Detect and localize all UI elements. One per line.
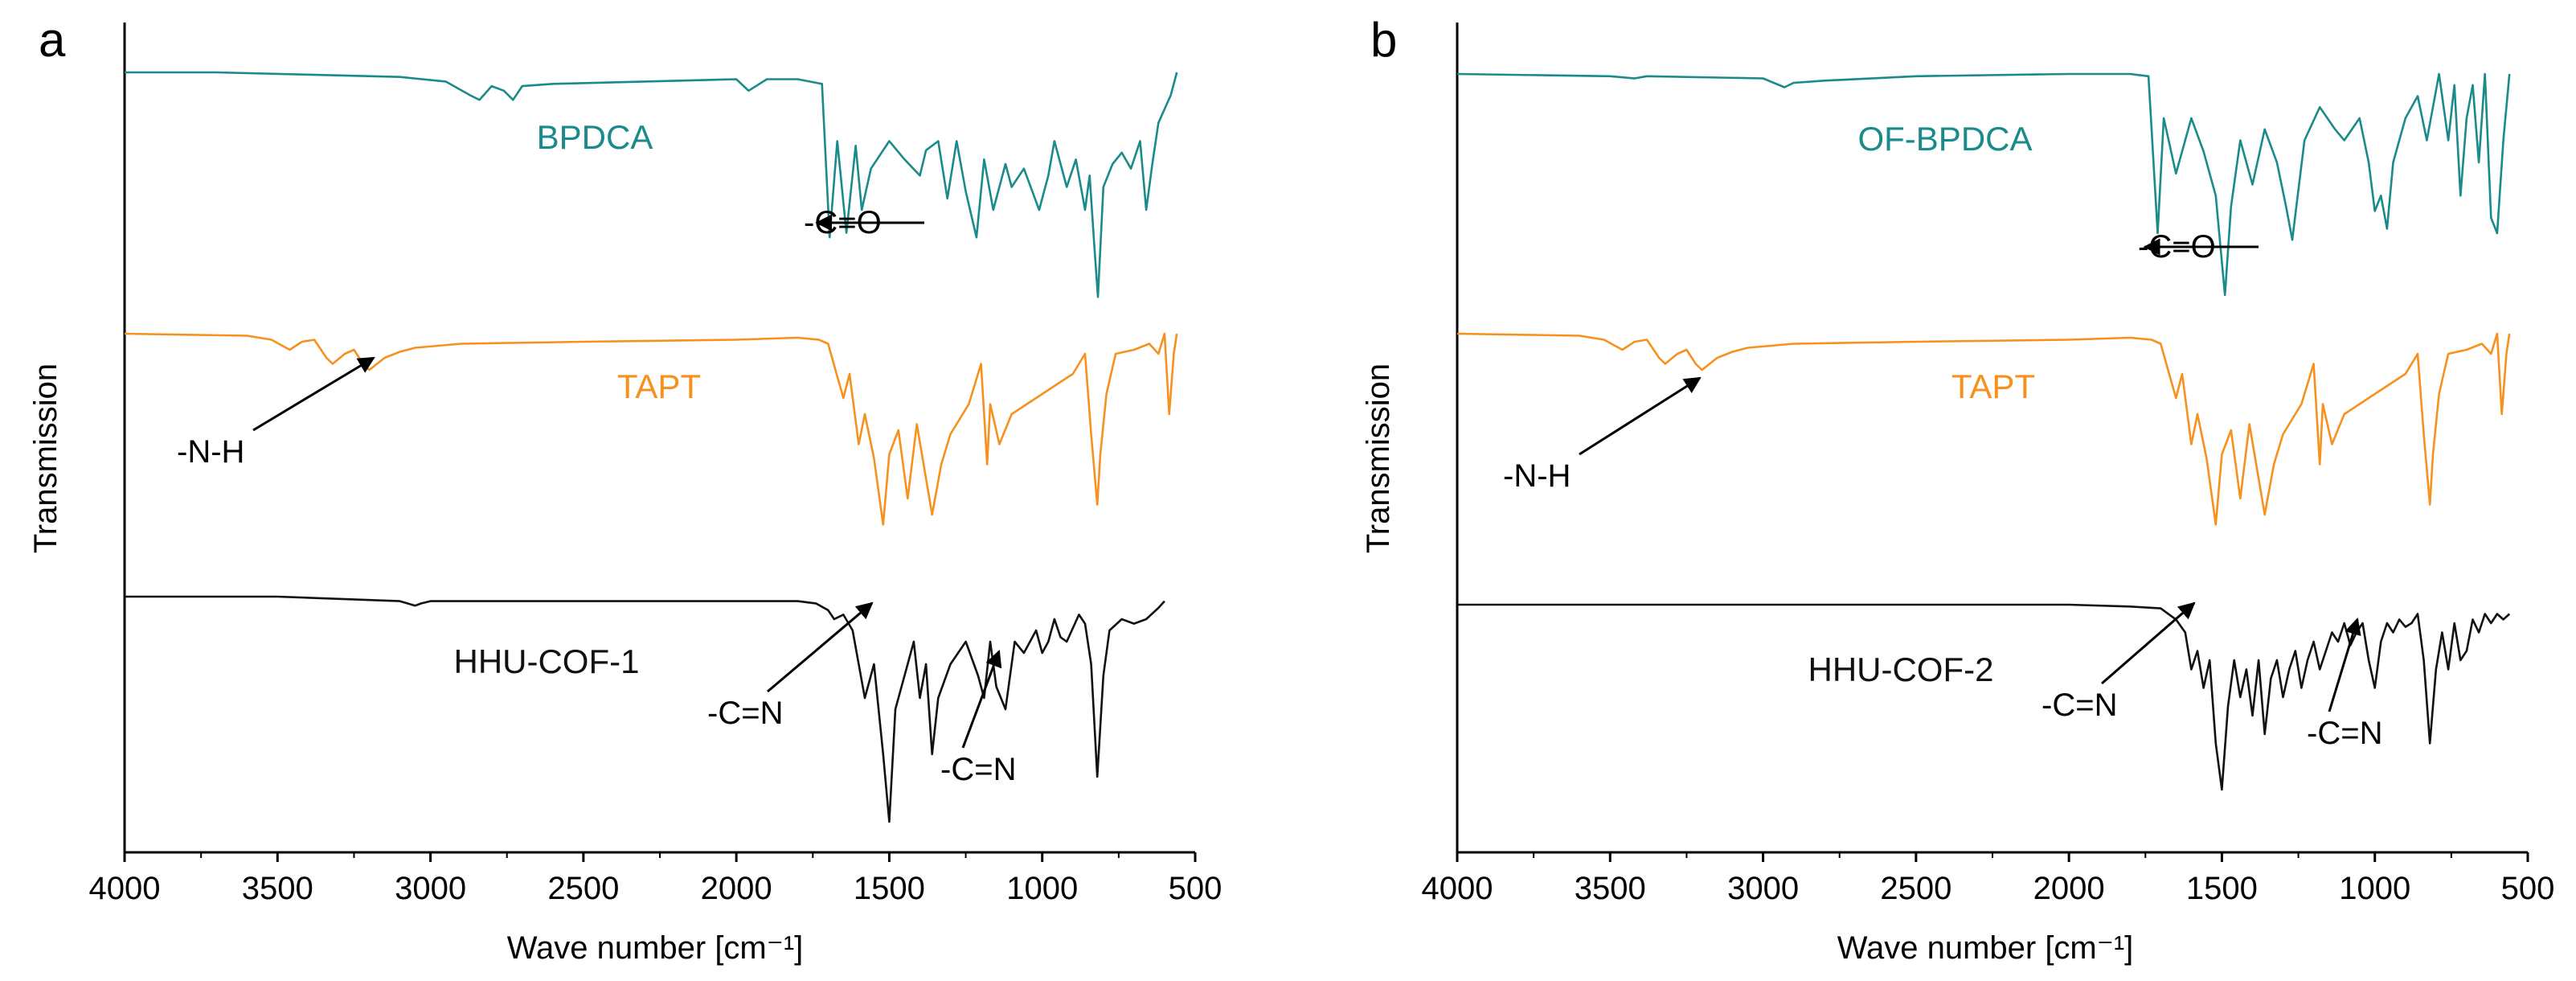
panel-b-x-axis-title: Wave number [cm⁻¹]	[1837, 930, 2134, 966]
p1-x-tick-label: 500	[2501, 871, 2555, 906]
p0-series-label-hhu-cof-1: HHU-COF-1	[454, 642, 640, 680]
p0-series-line-bpdca	[125, 71, 1178, 298]
p0-annotation-arrow	[252, 356, 375, 432]
p0-annotation-arrow	[961, 650, 1002, 749]
p1-series-label-tapt: TAPT	[1951, 367, 2035, 405]
panel-b-letter: b	[1370, 13, 1397, 67]
p1-x-tick-label: 1000	[2339, 871, 2410, 906]
panel-a-y-axis-title: Transmission	[28, 363, 63, 553]
p1-annotation-label: -N-H	[1503, 458, 1571, 494]
p1-annotation-arrow	[2101, 601, 2196, 685]
panel-b: b Transmission 4000 3500 3000 2500 2000 1500 1…	[1361, 13, 2554, 966]
panel-b-plot-area: 4000 3500 3000 2500 2000 1500 1000 500 OF-BPDCA T…	[1422, 23, 2555, 906]
p0-x-tick-label: 3000	[395, 871, 466, 906]
p1-x-tick-label: 4000	[1422, 871, 1493, 906]
panel-a-plot-area: 4000 3500 3000 2500 2000 1500 1000 500 BPDCA TAPT…	[89, 23, 1222, 906]
p0-series-line-hhu-cof-1	[125, 595, 1165, 823]
p1-annotation-arrow	[2328, 617, 2361, 712]
p0-x-tick-label: 1000	[1006, 871, 1078, 906]
p0-series-label-bpdca: BPDCA	[537, 118, 653, 156]
p1-annotation-label: -C=N	[2042, 688, 2117, 723]
p1-annotation-arrow	[1579, 376, 1702, 456]
p0-x-tick-label: 4000	[89, 871, 161, 906]
p0-x-tick-label: 500	[1169, 871, 1222, 906]
p1-series-line-tapt	[1456, 332, 2511, 526]
p1-x-tick-label: 2500	[1880, 871, 1951, 906]
p0-x-tick-label: 1500	[854, 871, 925, 906]
p0-annotation-label: -C=N	[940, 752, 1016, 787]
p0-x-tick-label: 2000	[701, 871, 772, 906]
p0-x-tick-label: 2500	[547, 871, 619, 906]
p0-annotation-label: -N-H	[177, 434, 244, 470]
p1-series-label-hhu-cof-2: HHU-COF-2	[1808, 651, 1994, 688]
p1-series-line-hhu-cof-2	[1457, 603, 2511, 791]
p1-x-tick-label: 3000	[1727, 871, 1799, 906]
p0-series-label-tapt: TAPT	[617, 367, 701, 405]
p0-annotation-arrow	[767, 601, 874, 693]
p1-x-tick-label: 3500	[1575, 871, 1646, 906]
panel-a-letter: a	[39, 13, 66, 67]
p1-x-tick-label: 1500	[2186, 871, 2258, 906]
panel-a-x-axis-title: Wave number [cm⁻¹]	[507, 930, 804, 966]
p0-series-line-tapt	[124, 332, 1178, 526]
panel-b-y-axis-title: Transmission	[1361, 363, 1396, 553]
p1-annotation-label: -C=N	[2307, 716, 2382, 751]
p1-series-label-of-bpdca: OF-BPDCA	[1857, 120, 2032, 158]
p1-x-tick-label: 2000	[2033, 871, 2105, 906]
p0-annotation-label: -C=N	[707, 696, 783, 731]
p0-x-tick-label: 3500	[242, 871, 313, 906]
panel-a: a Transmission 4000 3500 3000 2500 2000 1500 1…	[28, 13, 1222, 966]
p1-series-line-of-bpdca	[1456, 72, 2511, 297]
